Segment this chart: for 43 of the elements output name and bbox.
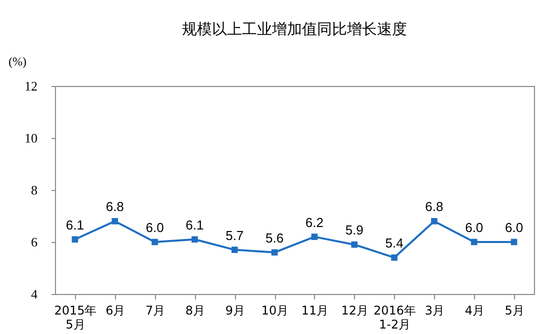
point (112, 218, 118, 224)
data-label: 5.9 (345, 222, 364, 238)
x-tick-label: 2015年 5月 (54, 304, 97, 332)
point (72, 236, 78, 243)
y-axis-title: (%) (8, 54, 26, 68)
point (271, 249, 278, 256)
x-tick-label: 7月 (145, 304, 166, 318)
data-label: 6.8 (106, 199, 124, 214)
x-tick-label: 3月 (424, 304, 445, 318)
x-tick-label: 12月 (341, 304, 369, 318)
point (231, 246, 238, 253)
data-label: 5.6 (266, 230, 284, 246)
x-tick-label: 10月 (261, 304, 289, 318)
y-tick-label: 6 (31, 234, 38, 250)
point (391, 254, 398, 261)
x-tick-label: 11月 (301, 304, 329, 318)
data-label: 6.8 (425, 199, 444, 214)
data-label: 6.0 (505, 220, 524, 235)
x-tick-label: 5月 (504, 304, 524, 318)
data-label: 6.1 (66, 217, 84, 232)
point (311, 234, 318, 240)
x-tick-label: 2016年 1-2月 (374, 304, 416, 332)
point (431, 218, 438, 224)
data-label: 6.2 (305, 214, 324, 230)
point (192, 236, 198, 243)
point (152, 238, 158, 246)
x-tick-label: 6月 (106, 304, 126, 318)
y-tick-label: 4 (31, 286, 38, 302)
x-tick-label: 8月 (185, 304, 206, 318)
y-tick-label: 12 (24, 78, 38, 94)
y-tick-label: 10 (24, 130, 38, 146)
point (470, 238, 478, 246)
y-tick-label: 8 (31, 182, 38, 198)
data-label: 5.4 (385, 236, 404, 251)
point (351, 241, 358, 248)
chart-title: 规模以上工业增加值同比增长速度 (182, 20, 407, 38)
point (510, 238, 518, 246)
data-label: 6.1 (186, 217, 204, 232)
data-label: 6.0 (146, 220, 164, 235)
data-label: 6.0 (465, 220, 484, 235)
x-tick-label: 9月 (225, 304, 245, 318)
x-tick-label: 4月 (464, 304, 484, 318)
data-label: 5.7 (226, 228, 244, 243)
